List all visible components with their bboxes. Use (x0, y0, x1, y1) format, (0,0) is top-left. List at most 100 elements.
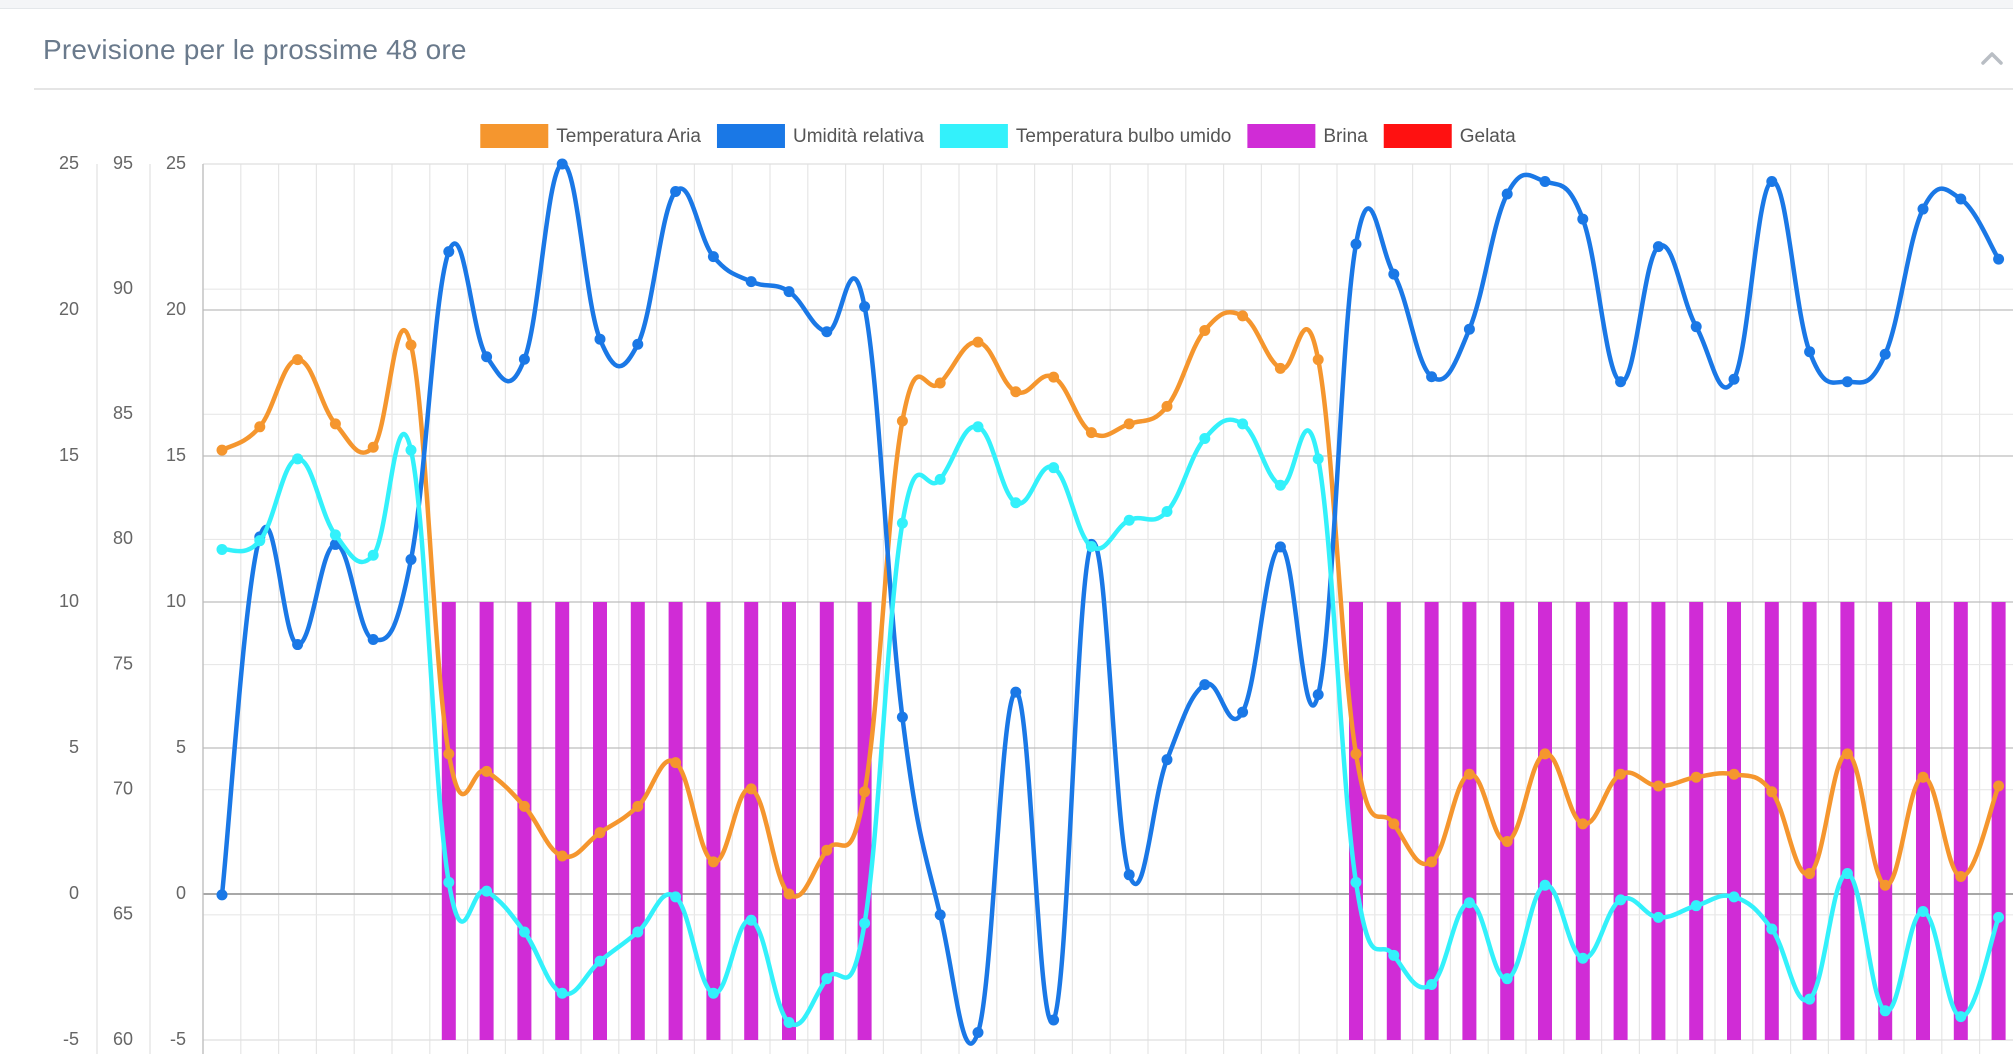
point-umidit-relativa[interactable] (216, 889, 228, 901)
point-temperatura-aria[interactable] (972, 336, 984, 348)
bar-brina[interactable] (441, 602, 456, 1040)
point-temperatura-bulbo-umido[interactable] (481, 885, 493, 897)
point-temperatura-aria[interactable] (821, 844, 833, 856)
point-temperatura-bulbo-umido[interactable] (1917, 906, 1929, 918)
point-umidit-relativa[interactable] (1577, 213, 1589, 225)
point-umidit-relativa[interactable] (1539, 176, 1551, 188)
point-temperatura-bulbo-umido[interactable] (934, 473, 946, 485)
point-temperatura-aria[interactable] (1766, 786, 1778, 798)
point-umidit-relativa[interactable] (594, 333, 606, 345)
point-umidit-relativa[interactable] (1879, 348, 1891, 360)
point-temperatura-bulbo-umido[interactable] (1237, 418, 1249, 430)
point-temperatura-bulbo-umido[interactable] (1879, 1005, 1891, 1017)
point-umidit-relativa[interactable] (1615, 376, 1627, 388)
point-temperatura-aria[interactable] (594, 827, 606, 839)
point-temperatura-bulbo-umido[interactable] (1690, 900, 1702, 912)
point-temperatura-aria[interactable] (1690, 771, 1702, 783)
point-temperatura-aria[interactable] (216, 444, 228, 456)
legend-item-temperatura-bulbo-umido[interactable]: Temperatura bulbo umido (939, 124, 1231, 148)
point-umidit-relativa[interactable] (1501, 188, 1513, 200)
point-umidit-relativa[interactable] (1274, 541, 1286, 553)
bar-brina[interactable] (819, 602, 834, 1040)
point-umidit-relativa[interactable] (1463, 323, 1475, 335)
point-temperatura-bulbo-umido[interactable] (1463, 897, 1475, 909)
point-temperatura-aria[interactable] (367, 441, 379, 453)
bar-brina[interactable] (1840, 602, 1855, 1040)
point-temperatura-bulbo-umido[interactable] (1804, 993, 1816, 1005)
point-temperatura-aria[interactable] (1841, 748, 1853, 760)
point-temperatura-bulbo-umido[interactable] (556, 987, 568, 999)
point-temperatura-aria[interactable] (481, 765, 493, 777)
point-umidit-relativa[interactable] (1010, 686, 1022, 698)
bar-brina[interactable] (1689, 602, 1704, 1040)
point-temperatura-bulbo-umido[interactable] (972, 421, 984, 433)
point-umidit-relativa[interactable] (1955, 193, 1967, 205)
point-temperatura-bulbo-umido[interactable] (1993, 911, 2005, 923)
point-temperatura-aria[interactable] (745, 783, 757, 795)
bar-brina[interactable] (1613, 602, 1628, 1040)
point-temperatura-aria[interactable] (1577, 818, 1589, 830)
point-temperatura-aria[interactable] (783, 888, 795, 900)
point-temperatura-bulbo-umido[interactable] (1728, 891, 1740, 903)
point-temperatura-aria[interactable] (1388, 818, 1400, 830)
point-temperatura-bulbo-umido[interactable] (1615, 894, 1627, 906)
point-umidit-relativa[interactable] (405, 553, 417, 565)
point-temperatura-bulbo-umido[interactable] (1085, 541, 1097, 553)
bar-brina[interactable] (1991, 602, 2006, 1040)
bar-brina[interactable] (555, 602, 570, 1040)
bar-brina[interactable] (782, 602, 796, 1040)
point-temperatura-bulbo-umido[interactable] (216, 543, 228, 555)
point-temperatura-aria[interactable] (1161, 400, 1173, 412)
point-temperatura-bulbo-umido[interactable] (1426, 979, 1438, 991)
point-temperatura-bulbo-umido[interactable] (1010, 497, 1022, 509)
point-umidit-relativa[interactable] (1690, 321, 1702, 333)
point-umidit-relativa[interactable] (518, 353, 530, 365)
point-temperatura-bulbo-umido[interactable] (1577, 952, 1589, 964)
point-temperatura-bulbo-umido[interactable] (1539, 879, 1551, 891)
point-umidit-relativa[interactable] (1766, 176, 1778, 188)
bar-brina[interactable] (1727, 602, 1741, 1040)
point-umidit-relativa[interactable] (859, 301, 871, 313)
point-temperatura-bulbo-umido[interactable] (1388, 949, 1400, 961)
point-temperatura-aria[interactable] (1123, 418, 1135, 430)
point-temperatura-bulbo-umido[interactable] (443, 876, 455, 888)
point-temperatura-aria[interactable] (1955, 870, 1967, 882)
point-temperatura-bulbo-umido[interactable] (1652, 911, 1664, 923)
point-temperatura-bulbo-umido[interactable] (367, 549, 379, 561)
legend-item-brina[interactable]: Brina (1247, 124, 1368, 148)
point-temperatura-bulbo-umido[interactable] (329, 529, 341, 541)
point-umidit-relativa[interactable] (896, 711, 908, 723)
point-temperatura-aria[interactable] (1048, 371, 1060, 383)
point-temperatura-aria[interactable] (1463, 768, 1475, 780)
point-temperatura-bulbo-umido[interactable] (518, 926, 530, 938)
point-temperatura-aria[interactable] (1804, 868, 1816, 880)
point-temperatura-aria[interactable] (632, 800, 644, 812)
point-temperatura-aria[interactable] (1010, 386, 1022, 398)
point-umidit-relativa[interactable] (1388, 268, 1400, 280)
bar-brina[interactable] (744, 602, 759, 1040)
point-temperatura-bulbo-umido[interactable] (896, 517, 908, 529)
point-temperatura-aria[interactable] (1615, 768, 1627, 780)
bar-brina[interactable] (1462, 602, 1477, 1040)
point-temperatura-aria[interactable] (443, 748, 455, 760)
point-umidit-relativa[interactable] (367, 634, 379, 646)
point-umidit-relativa[interactable] (1841, 376, 1853, 388)
point-temperatura-bulbo-umido[interactable] (1274, 479, 1286, 491)
point-temperatura-bulbo-umido[interactable] (745, 914, 757, 926)
point-umidit-relativa[interactable] (481, 351, 493, 363)
point-temperatura-aria[interactable] (934, 377, 946, 389)
point-temperatura-bulbo-umido[interactable] (821, 973, 833, 985)
point-umidit-relativa[interactable] (1199, 679, 1211, 691)
point-temperatura-aria[interactable] (1312, 354, 1324, 366)
point-temperatura-aria[interactable] (1274, 362, 1286, 374)
point-umidit-relativa[interactable] (1123, 869, 1135, 881)
point-temperatura-bulbo-umido[interactable] (1161, 505, 1173, 517)
point-temperatura-bulbo-umido[interactable] (405, 444, 417, 456)
point-temperatura-aria[interactable] (1237, 310, 1249, 322)
bar-brina[interactable] (1500, 602, 1515, 1040)
point-temperatura-aria[interactable] (1199, 324, 1211, 336)
bar-brina[interactable] (1424, 602, 1439, 1040)
point-temperatura-bulbo-umido[interactable] (1123, 514, 1135, 526)
bar-brina[interactable] (517, 602, 532, 1040)
point-umidit-relativa[interactable] (1993, 253, 2005, 265)
